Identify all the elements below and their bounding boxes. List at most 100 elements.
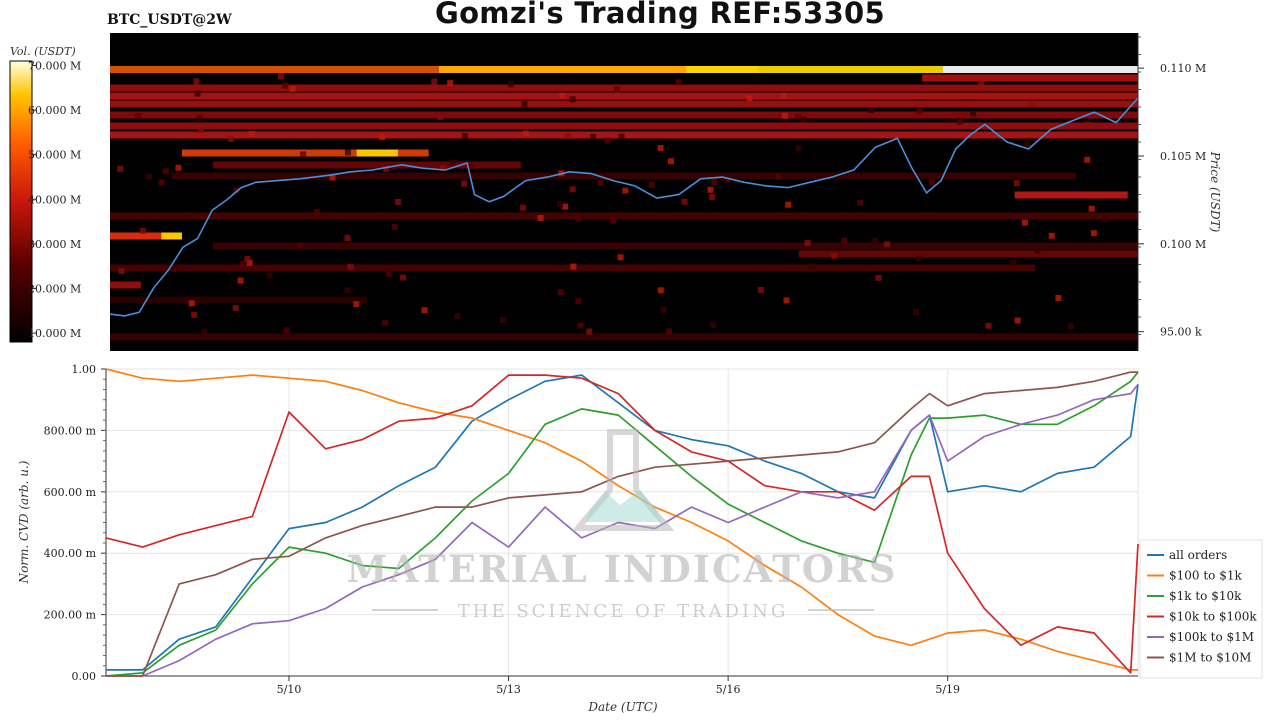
heat-cell-108	[956, 119, 963, 125]
liquidity-band-22	[110, 281, 141, 289]
heat-cell-81	[232, 304, 239, 311]
heat-cell-109	[461, 180, 468, 187]
heat-cell-62	[175, 164, 182, 171]
cvd-x-tick-label: 5/16	[716, 683, 741, 696]
legend-box	[1139, 539, 1263, 679]
heat-cell-47	[201, 328, 208, 335]
heat-cell-105	[347, 263, 354, 270]
heat-cell-130	[246, 259, 253, 266]
heat-cell-19	[266, 272, 273, 279]
heat-cell-139	[450, 159, 457, 166]
legend-label: $100k to $1M	[1169, 630, 1254, 644]
heat-cell-15	[795, 145, 802, 152]
heat-cell-113	[520, 204, 527, 211]
heat-cell-72	[841, 237, 848, 244]
colorbar-title: Vol. (USDT)	[10, 45, 76, 58]
cvd-series-line-5	[106, 371, 1138, 677]
heat-cell-0	[610, 217, 617, 224]
heat-cell-86	[617, 254, 624, 261]
legend-label: $1M to $10M	[1169, 651, 1251, 665]
heat-cell-64	[916, 108, 923, 115]
heat-cell-69	[118, 268, 125, 275]
heat-cell-10	[289, 85, 296, 92]
heat-cell-96	[162, 168, 169, 175]
colorbar-tick-label: 60.000 M	[28, 104, 81, 117]
liquidity-band-6	[110, 92, 1138, 100]
heat-cell-124	[857, 200, 864, 206]
liquidity-band-3	[942, 66, 1138, 73]
heat-cell-37	[985, 322, 992, 329]
heat-cell-39	[872, 238, 879, 245]
colorbar-tick-label: 70.000 M	[28, 59, 81, 72]
heat-cell-91	[1102, 216, 1109, 223]
heat-cell-137	[244, 255, 251, 262]
heat-cell-18	[668, 158, 674, 165]
heat-cell-88	[666, 328, 672, 335]
heat-cell-46	[707, 186, 714, 193]
heat-cell-70	[570, 263, 577, 270]
heat-cell-122	[657, 145, 664, 151]
heat-cell-99	[800, 116, 807, 123]
colorbar: Vol. (USDT) 10.000 M 20.000 M 30.000 M 40.00…	[9, 45, 81, 343]
liquidity-band-19	[212, 242, 1139, 250]
liquidity-band-23	[110, 296, 367, 304]
heat-cell-20	[468, 163, 475, 170]
heat-cell-76	[300, 151, 307, 158]
colorbar-tick-label: 40.000 M	[28, 193, 81, 206]
heat-cell-50	[237, 277, 244, 284]
heat-cell-26	[248, 130, 255, 137]
heat-cell-127	[499, 317, 506, 324]
liquidity-band-17	[110, 232, 182, 240]
heat-cell-83	[1034, 247, 1041, 254]
heat-cell-90	[559, 92, 566, 99]
heat-cell-1	[227, 135, 234, 142]
heat-cell-44	[382, 319, 389, 326]
heat-cell-135	[916, 255, 922, 262]
heat-cell-7	[618, 133, 625, 140]
heat-cell-110	[1022, 219, 1028, 226]
cvd-x-tick-label: 5/10	[277, 683, 302, 696]
cvd-x-tick-label: 5/13	[496, 683, 521, 696]
price-tick-label: 0.100 M	[1160, 238, 1206, 251]
heat-cell-8	[795, 113, 802, 120]
heat-cell-40	[675, 79, 682, 86]
heat-cell-38	[1055, 295, 1062, 301]
liquidity-band-20	[798, 250, 1138, 258]
heat-cell-98	[782, 112, 788, 119]
heat-cell-24	[725, 176, 731, 183]
heat-cell-25	[884, 241, 891, 248]
heat-cell-52	[134, 112, 141, 119]
heat-cell-35	[867, 107, 874, 113]
heat-cell-58	[657, 287, 664, 294]
heat-cell-32	[557, 289, 564, 296]
heat-cell-67	[521, 101, 528, 108]
watermark-subtitle: THE SCIENCE OF TRADING	[458, 601, 789, 622]
heat-cell-6	[780, 92, 787, 99]
heat-cell-114	[447, 80, 454, 87]
heat-cell-85	[1013, 180, 1020, 187]
cvd-x-tick-label: 5/19	[935, 683, 960, 696]
heat-cell-112	[604, 137, 611, 144]
cvd-y-tick-label: 800.00 m	[44, 424, 97, 437]
watermark: MATERIAL INDICATORS THE SCIENCE OF TRADIN…	[347, 429, 895, 622]
heat-cell-9	[681, 198, 688, 205]
liquidity-band-13	[212, 161, 522, 169]
heat-cell-51	[1024, 141, 1031, 148]
heat-cell-56	[282, 82, 288, 89]
heat-cell-116	[575, 215, 582, 222]
liquidity-band-9	[110, 122, 1138, 130]
heat-cell-102	[1088, 205, 1095, 212]
cvd-x-axis-title: Date (UTC)	[587, 700, 657, 714]
liquidity-band-14	[171, 172, 1077, 180]
heat-cell-23	[590, 133, 597, 140]
heat-cell-27	[569, 96, 576, 103]
liquidity-band-1	[438, 66, 686, 73]
heat-cell-101	[431, 78, 438, 85]
heat-cell-4	[711, 179, 718, 185]
heat-cell-131	[710, 321, 717, 328]
price-tick-label: 95.00 k	[1160, 326, 1202, 339]
cvd-series-line-2	[105, 371, 1139, 677]
flask-liquid-icon	[586, 490, 662, 522]
cvd-y-tick-label: 400.00 m	[44, 547, 97, 560]
heat-cell-132	[391, 164, 398, 170]
